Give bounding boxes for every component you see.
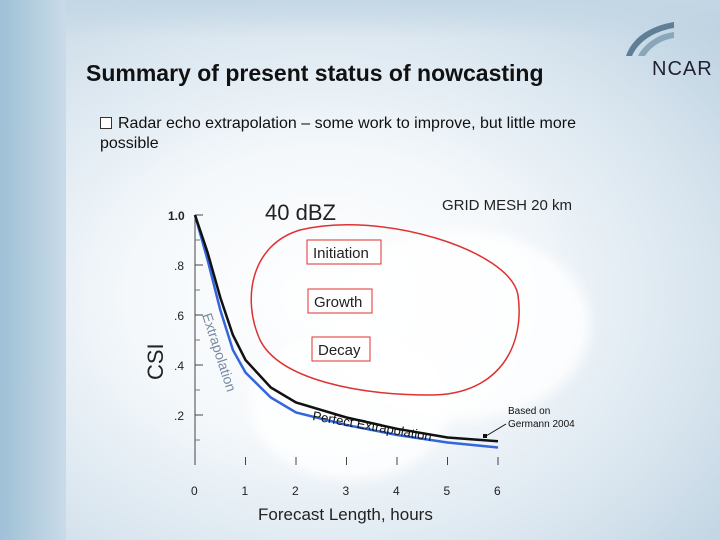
x-tick-label: 6	[494, 484, 501, 498]
x-tick-label: 4	[393, 484, 400, 498]
decay-label: Decay	[318, 342, 361, 359]
bullet-text: Radar echo extrapolation – some work to …	[100, 115, 576, 152]
x-tick-label: 3	[343, 484, 350, 498]
y-axis-label: CSI	[143, 343, 168, 380]
growth-box	[307, 288, 373, 314]
series-line-perfect-extrapolation	[193, 214, 499, 443]
growth-label: Growth	[314, 294, 362, 311]
checkbox-bullet-icon	[100, 117, 112, 129]
x-tick-label: 5	[444, 484, 451, 498]
annotation-circle	[250, 223, 520, 396]
y-tick-label: .2	[174, 409, 184, 423]
y-tick-label: .8	[174, 259, 184, 273]
y-tick-label: .6	[174, 309, 184, 323]
left-decor-band	[0, 0, 66, 540]
source-pointer	[485, 423, 507, 437]
y-tick-label: .4	[174, 359, 184, 373]
ncar-logo-text: NCAR	[652, 58, 713, 80]
top-decor-band	[66, 0, 720, 38]
chart-subtitle: GRID MESH 20 km	[442, 197, 572, 214]
bullet-point: Radar echo extrapolation – some work to …	[100, 114, 600, 154]
source-pointer-dot	[483, 434, 487, 438]
chart-title: 40 dBZ	[265, 200, 336, 225]
initiation-box	[306, 239, 382, 265]
x-tick-label: 2	[292, 484, 299, 498]
x-tick-label: 0	[191, 484, 198, 498]
decay-box	[311, 336, 371, 362]
csi-chart: 40 dBZ GRID MESH 20 km Forecast Length, …	[143, 197, 575, 524]
ncar-logo-icon	[626, 22, 674, 56]
initiation-label: Initiation	[313, 245, 369, 262]
y-tick-label: 1.0	[168, 209, 185, 223]
series-label-perfect-extrapolation: Perfect Extrapolation	[311, 408, 432, 444]
slide-title: Summary of present status of nowcasting	[86, 60, 544, 86]
source-note-line2: Germann 2004	[508, 419, 575, 430]
x-axis-label: Forecast Length, hours	[258, 505, 433, 524]
source-note-line1: Based on	[508, 406, 550, 417]
series-line-extrapolation	[193, 214, 499, 449]
x-tick-label: 1	[242, 484, 249, 498]
